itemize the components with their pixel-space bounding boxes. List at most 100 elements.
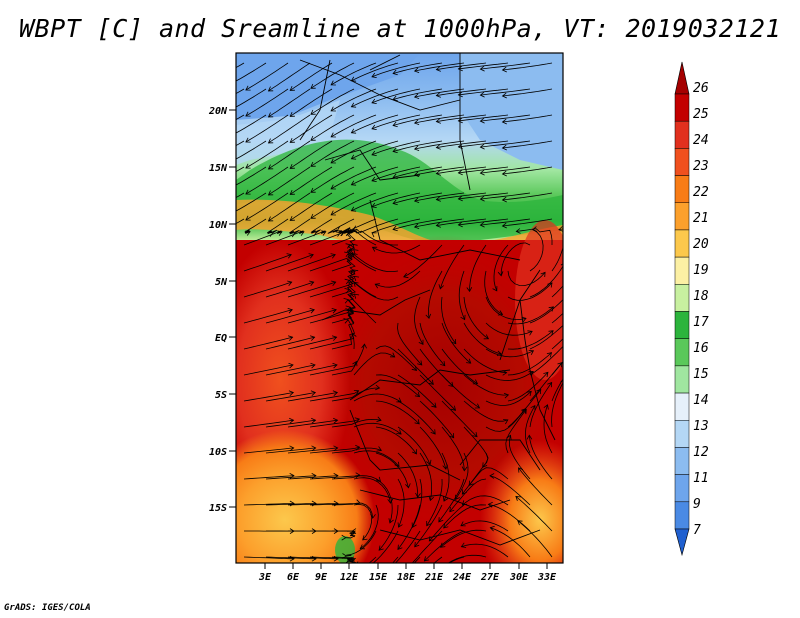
streamline-arrowhead (455, 494, 460, 501)
colorbar-label: 25 (693, 107, 709, 122)
streamline (236, 88, 267, 108)
streamline (426, 478, 443, 526)
streamline (268, 166, 311, 196)
streamline-arrowhead (413, 67, 420, 73)
streamline-arrowhead (331, 280, 337, 286)
streamline (245, 192, 289, 221)
streamline (485, 371, 534, 381)
streamline (287, 447, 338, 454)
streamline (287, 281, 336, 298)
streamline-arrowhead (361, 343, 367, 349)
streamline (484, 270, 503, 315)
streamline (502, 88, 553, 97)
streamline (310, 114, 355, 141)
streamline (351, 88, 399, 108)
streamline (289, 166, 333, 195)
colorbar-label: 14 (693, 393, 709, 408)
streamline (392, 166, 443, 178)
streamline (397, 348, 434, 385)
streamline-arrowhead (530, 404, 536, 411)
streamline (436, 88, 487, 96)
streamline (502, 218, 553, 227)
streamline-arrowhead (392, 121, 398, 128)
streamline-arrowhead (223, 84, 228, 88)
streamline (346, 244, 377, 272)
streamline (436, 218, 487, 226)
streamline-arrowhead (289, 445, 295, 452)
streamline (351, 140, 399, 160)
streamline-arrowhead (371, 176, 377, 182)
streamline-arrowhead (451, 338, 457, 345)
streamline (414, 114, 465, 124)
streamline (507, 282, 553, 301)
streamline-arrowhead (460, 521, 466, 527)
colorbar-swatch (674, 175, 690, 203)
streamline-arrowhead (501, 196, 507, 203)
streamline (529, 265, 563, 298)
streamline-arrowhead (267, 190, 274, 196)
streamline (309, 361, 357, 376)
colorbar-swatch (674, 420, 690, 448)
streamline-arrowhead (474, 403, 481, 409)
streamline-arrowhead (413, 171, 420, 177)
streamline-arrowhead (286, 253, 292, 259)
streamline-arrowhead (457, 91, 463, 98)
streamline (289, 88, 333, 117)
streamline (449, 478, 487, 512)
streamline (243, 392, 294, 402)
streamline-arrowhead (378, 545, 384, 551)
streamline (507, 270, 546, 287)
colorbar-swatch (674, 447, 690, 475)
streamline-arrowhead (457, 117, 463, 124)
streamline (507, 352, 552, 376)
streamline-arrowhead (414, 391, 421, 398)
streamline (351, 114, 399, 134)
streamline (441, 296, 457, 344)
streamline-arrowhead (430, 429, 436, 435)
streamline-arrowhead (548, 330, 554, 336)
streamline-arrowhead (200, 160, 205, 165)
streamline (529, 299, 563, 324)
streamline (493, 244, 509, 291)
lon-label: 33E (537, 572, 557, 583)
streamline (507, 372, 549, 402)
streamline-arrowhead (396, 429, 402, 435)
streamline-arrowhead (245, 85, 251, 91)
streamline (517, 520, 553, 558)
streamline-arrowhead (558, 226, 563, 232)
streamline (236, 192, 245, 198)
streamline-arrowhead (521, 316, 527, 323)
streamline (414, 192, 465, 202)
streamline (243, 254, 292, 272)
streamline (352, 218, 399, 233)
streamline-arrowhead (392, 147, 398, 154)
streamline-arrowhead (267, 164, 274, 170)
streamline-arrowhead (501, 118, 507, 125)
country-borders (299, 53, 556, 546)
streamline (309, 474, 360, 480)
streamline-arrowhead (287, 280, 293, 286)
streamline-arrowhead (503, 419, 509, 425)
streamline (351, 192, 399, 212)
streamline (463, 400, 508, 422)
streamline-arrowhead (412, 449, 417, 455)
streamline-arrowhead (423, 556, 430, 562)
streamline-arrowhead (428, 379, 434, 385)
streamline (309, 446, 360, 454)
streamline-arrowhead (223, 188, 228, 192)
streamline-arrowhead (479, 169, 485, 176)
streamline (458, 270, 466, 320)
streamline-arrowhead (376, 416, 382, 422)
streamline-arrowhead (290, 231, 296, 238)
streamline-arrowhead (330, 253, 336, 259)
map-frame (235, 52, 564, 564)
streamline-arrowhead (288, 362, 294, 369)
streamline (502, 140, 553, 149)
streamline-arrowhead (413, 145, 420, 151)
lon-label: 18E (397, 572, 416, 583)
streamline-arrowhead (435, 92, 441, 98)
streamline-arrowhead (411, 365, 418, 371)
colorbar-label: 23 (693, 159, 709, 174)
colorbar-swatch (674, 93, 690, 122)
